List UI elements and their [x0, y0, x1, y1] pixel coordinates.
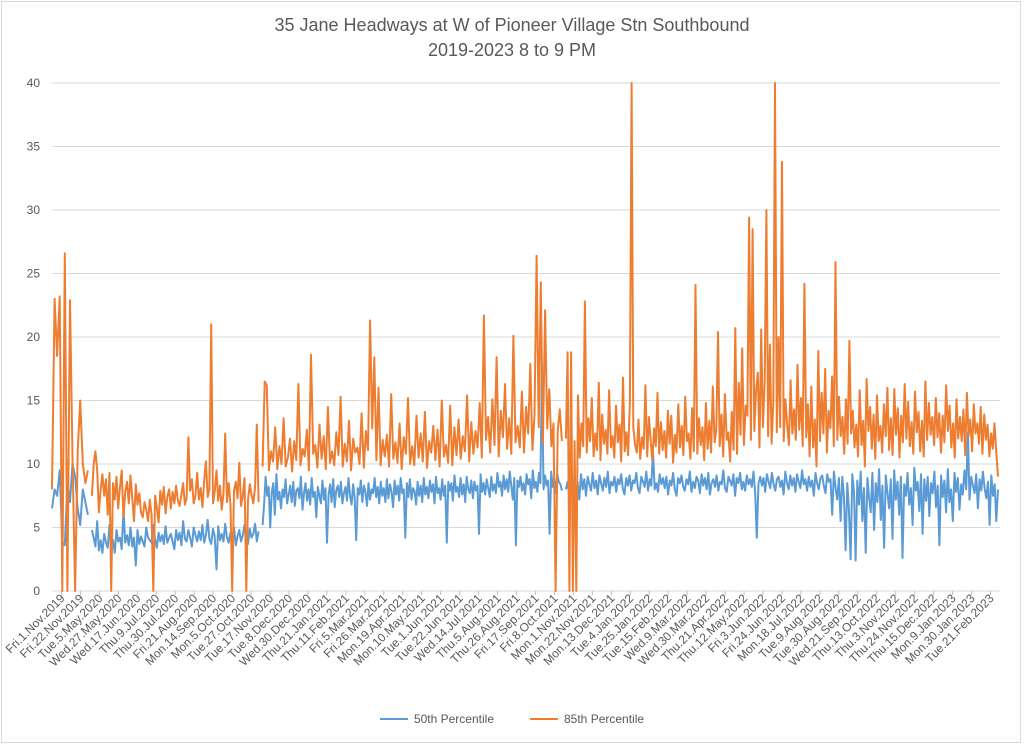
- legend-swatch-50th: [379, 718, 408, 720]
- y-tick-label: 20: [27, 330, 41, 344]
- legend: 50th Percentile 85th Percentile: [0, 712, 1024, 726]
- series-line-50th: [261, 363, 563, 547]
- series-line-85th: [90, 323, 260, 592]
- series-line-50th: [51, 463, 89, 547]
- series-line-85th: [564, 82, 999, 592]
- y-axis: 0 5 10 15 20 25 30 35 40: [27, 76, 41, 598]
- chart-subtitle: 2019-2023 8 to 9 PM: [427, 40, 597, 60]
- x-axis: Fri.1.Nov.2019Fri.22.Nov.2019Tue.5.May.2…: [3, 591, 997, 669]
- series-line-50th: [564, 431, 999, 562]
- y-tick-label: 25: [27, 267, 41, 281]
- series-line-85th: [261, 254, 563, 592]
- chart-title: 35 Jane Headways at W of Pioneer Village…: [274, 15, 750, 35]
- y-tick-label: 40: [27, 76, 41, 90]
- legend-label-50th: 50th Percentile: [413, 712, 494, 726]
- y-tick-label: 5: [33, 521, 40, 535]
- gridlines: [52, 82, 1000, 592]
- y-tick-label: 10: [27, 457, 41, 471]
- series-line-85th: [51, 252, 89, 592]
- legend-swatch-85th: [530, 718, 558, 720]
- y-tick-label: 30: [27, 203, 41, 217]
- y-tick-label: 0: [33, 584, 40, 598]
- series-lines: [51, 82, 999, 592]
- legend-item-85th: 85th Percentile: [530, 712, 644, 726]
- y-tick-label: 35: [27, 140, 41, 154]
- y-tick-label: 15: [27, 394, 41, 408]
- legend-label-85th: 85th Percentile: [564, 712, 645, 726]
- legend-item-50th: 50th Percentile: [379, 712, 494, 726]
